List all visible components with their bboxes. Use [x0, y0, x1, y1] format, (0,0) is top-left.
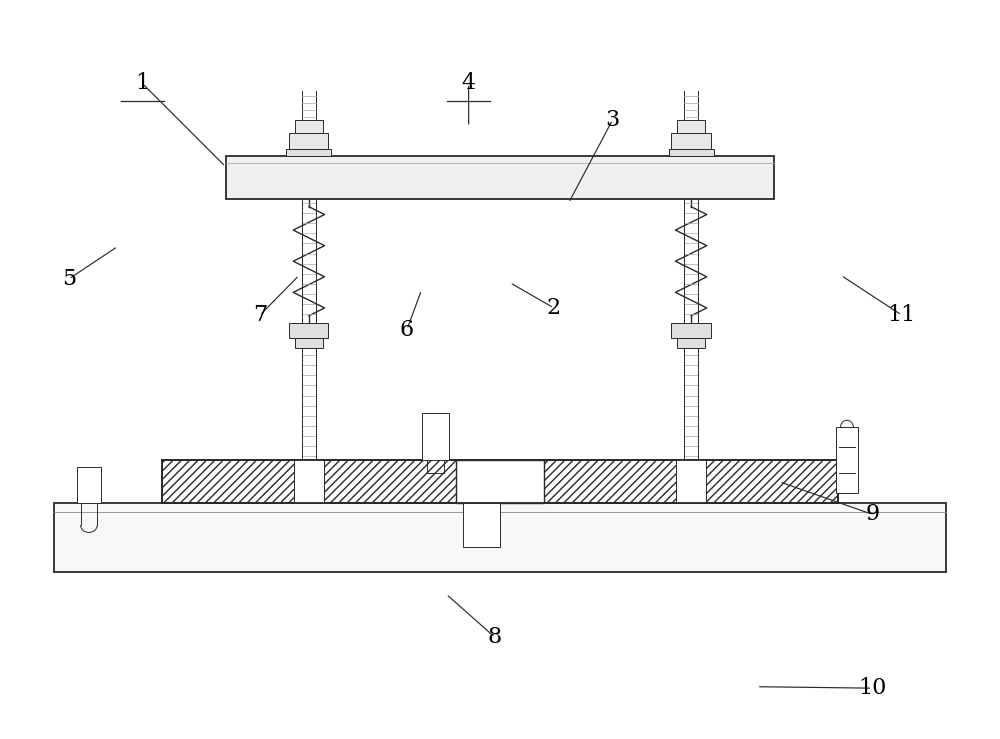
Bar	[676, 460, 706, 503]
Bar	[294, 460, 324, 503]
Bar	[54, 503, 946, 572]
Bar	[295, 120, 323, 133]
Text: 2: 2	[547, 297, 561, 319]
Bar	[456, 460, 544, 503]
Text: 3: 3	[606, 109, 620, 131]
Bar	[463, 503, 500, 547]
Text: 5: 5	[62, 268, 76, 290]
Bar	[289, 323, 328, 338]
Bar	[677, 338, 705, 348]
Bar	[162, 460, 838, 503]
Text: 7: 7	[253, 304, 267, 326]
Bar	[671, 323, 711, 338]
Text: 11: 11	[888, 304, 916, 326]
Bar	[677, 120, 705, 133]
Text: 1: 1	[135, 72, 149, 95]
Bar	[289, 133, 328, 149]
Bar	[162, 460, 838, 503]
Text: 10: 10	[858, 677, 887, 699]
Text: 6: 6	[400, 319, 414, 341]
Bar	[836, 427, 858, 493]
Text: 8: 8	[488, 627, 502, 648]
Bar	[669, 149, 714, 156]
Bar	[77, 467, 101, 503]
Text: 9: 9	[865, 503, 879, 525]
Bar	[286, 149, 331, 156]
Text: 4: 4	[462, 72, 476, 95]
Bar	[295, 338, 323, 348]
Bar	[671, 133, 711, 149]
Bar	[226, 156, 774, 200]
Bar	[422, 413, 449, 460]
